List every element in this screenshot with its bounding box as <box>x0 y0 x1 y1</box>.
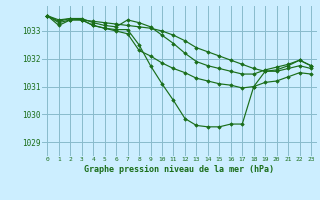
X-axis label: Graphe pression niveau de la mer (hPa): Graphe pression niveau de la mer (hPa) <box>84 165 274 174</box>
